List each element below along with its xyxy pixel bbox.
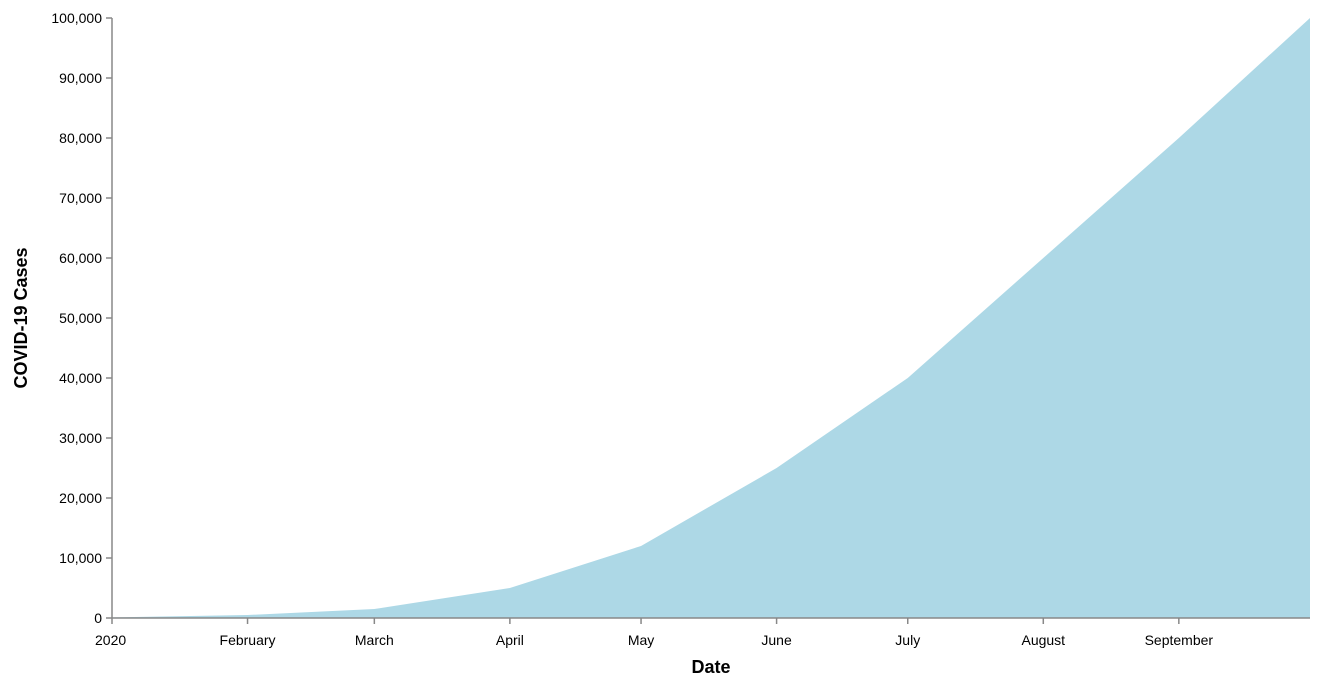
y-tick-label: 90,000 — [59, 70, 102, 86]
x-tick-label: June — [761, 632, 792, 648]
y-tick-label: 20,000 — [59, 490, 102, 506]
y-tick-label: 50,000 — [59, 310, 102, 326]
y-tick-label: 30,000 — [59, 430, 102, 446]
x-tick-label: August — [1021, 632, 1065, 648]
y-tick-label: 70,000 — [59, 190, 102, 206]
x-tick-label: March — [355, 632, 394, 648]
x-tick-label: September — [1145, 632, 1214, 648]
x-tick-label: 2020 — [95, 632, 126, 648]
y-tick-label: 0 — [94, 610, 102, 626]
y-axis-title: COVID-19 Cases — [11, 247, 31, 388]
y-tick-label: 60,000 — [59, 250, 102, 266]
x-axis: 2020 February March April May June July August S… — [95, 617, 1310, 648]
x-tick-label: April — [496, 632, 524, 648]
x-tick-label: February — [220, 632, 276, 648]
y-tick-label: 80,000 — [59, 130, 102, 146]
y-tick-label: 10,000 — [59, 550, 102, 566]
y-tick-label: 40,000 — [59, 370, 102, 386]
x-tick-label: May — [628, 632, 654, 648]
y-axis: 0 10,000 20,000 30,000 40,000 50,000 60,000 70,… — [51, 10, 113, 626]
area-series — [112, 18, 1310, 618]
y-tick-label: 100,000 — [51, 10, 102, 26]
x-axis-title: Date — [691, 657, 730, 677]
area-layer — [112, 18, 1310, 618]
x-tick-label: July — [895, 632, 920, 648]
